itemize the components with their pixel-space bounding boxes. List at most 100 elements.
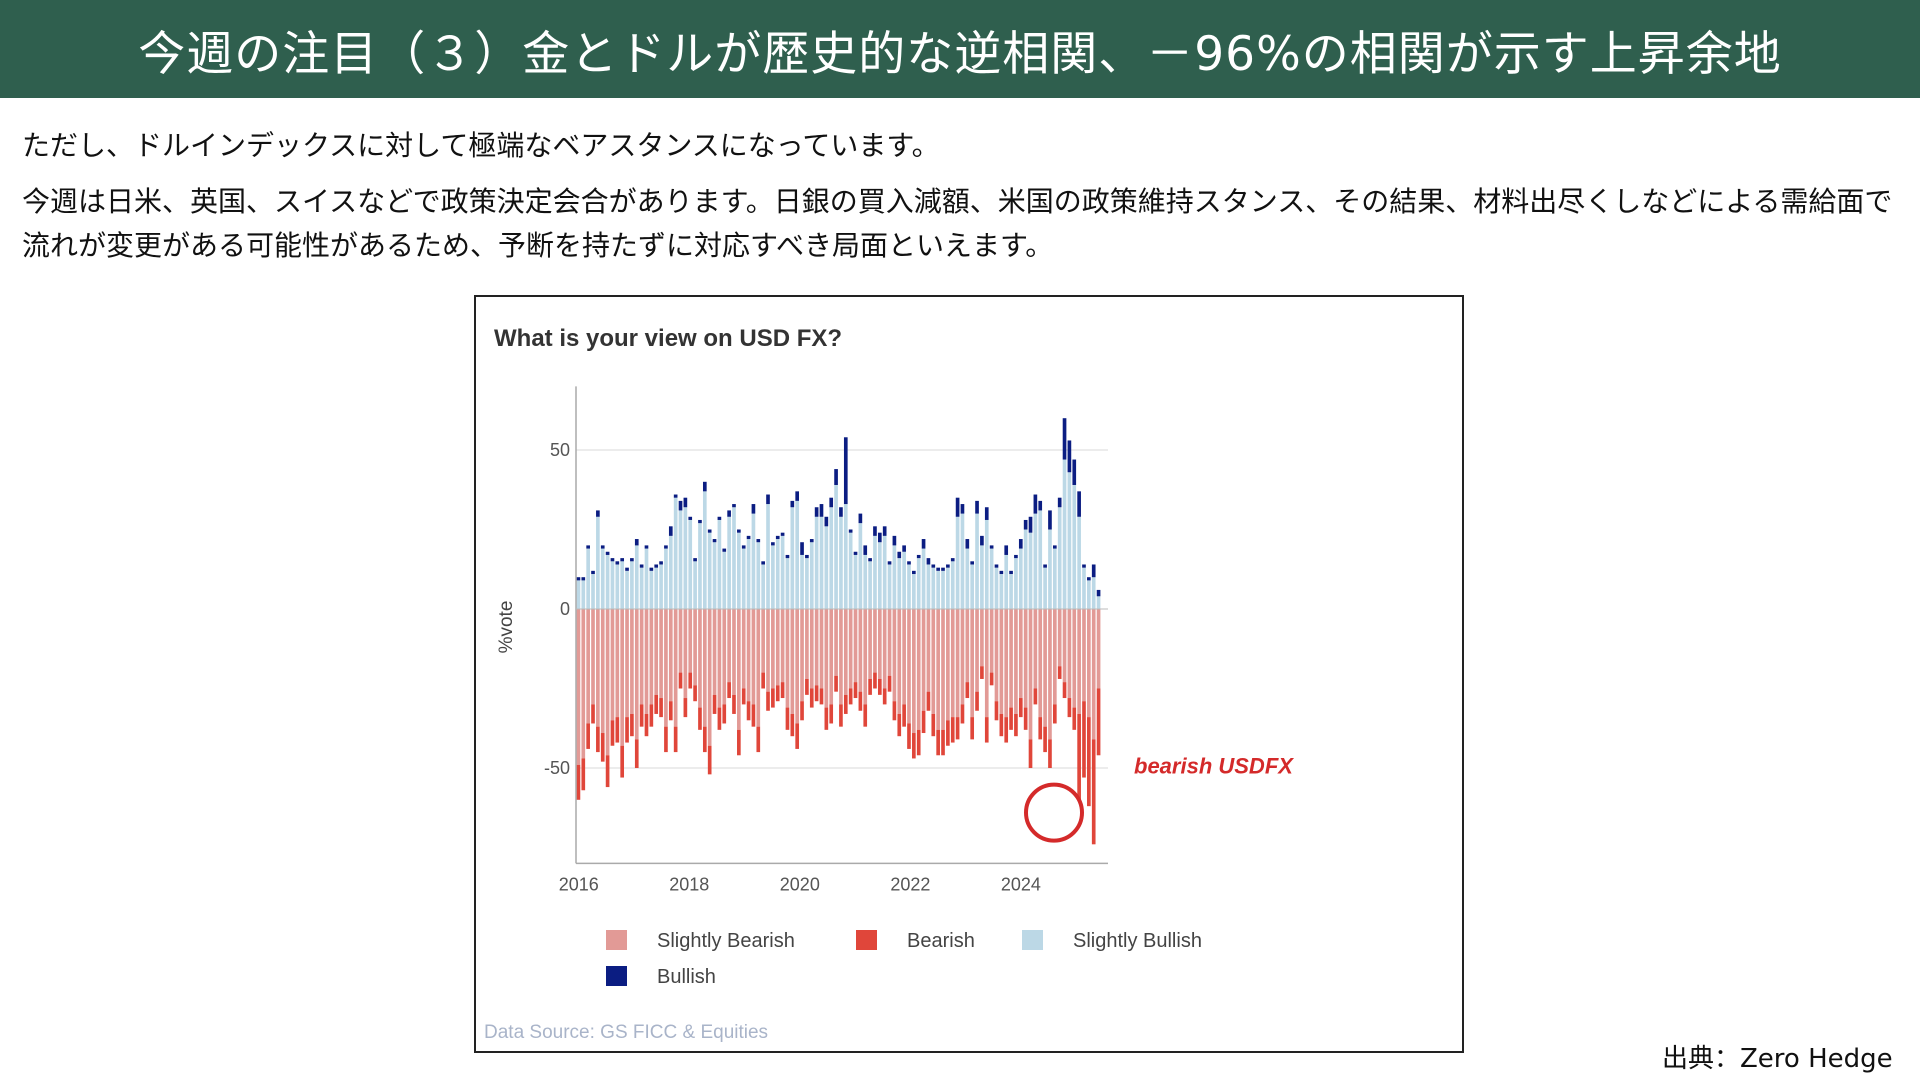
bar-bearish <box>1082 701 1086 778</box>
bar-bullish <box>941 567 945 571</box>
bar-slightly-bearish <box>1082 609 1086 702</box>
bar-slightly-bearish <box>678 609 683 673</box>
bar-slightly-bullish <box>1072 484 1077 609</box>
bar-bearish <box>1023 707 1028 730</box>
bar-bearish <box>1043 726 1047 753</box>
bar-slightly-bullish <box>795 500 800 609</box>
legend-label-slightly-bullish: Slightly Bullish <box>1073 930 1202 952</box>
bar-bullish <box>975 500 979 514</box>
bar-bullish <box>659 561 663 565</box>
x-tick-label: 2024 <box>1001 874 1041 894</box>
bar-bearish <box>775 685 780 702</box>
legend-swatch-slightly-bearish <box>606 930 627 950</box>
bar-bullish <box>741 545 746 549</box>
bar-slightly-bearish <box>732 609 736 695</box>
bar-slightly-bullish <box>989 548 994 609</box>
y-axis-label: %vote <box>496 601 517 654</box>
bar-slightly-bullish <box>581 580 586 609</box>
bar-bearish <box>926 691 931 711</box>
bar-bearish <box>707 745 712 775</box>
bar-slightly-bearish <box>1048 609 1052 740</box>
bar-slightly-bullish <box>805 558 809 609</box>
bar-slightly-bearish <box>576 609 581 765</box>
bar-slightly-bearish <box>931 609 936 714</box>
bar-slightly-bearish <box>644 609 649 714</box>
bar-slightly-bearish <box>839 609 843 705</box>
bar-bullish <box>843 437 848 505</box>
bar-slightly-bullish <box>931 567 936 609</box>
bar-bullish <box>673 494 678 498</box>
bar-bullish <box>610 558 615 562</box>
bar-bearish <box>790 713 795 737</box>
bar-bearish <box>897 713 902 737</box>
bar-bullish <box>829 497 834 508</box>
bar-slightly-bullish <box>868 561 872 609</box>
bar-slightly-bullish <box>591 574 595 609</box>
bar-bearish <box>999 713 1004 737</box>
bar-bullish <box>683 497 688 508</box>
bar-bearish <box>858 691 863 711</box>
bar-bearish <box>1091 739 1096 845</box>
bar-slightly-bearish <box>1077 609 1081 714</box>
bar-bearish <box>1062 682 1067 699</box>
bar-bullish <box>921 539 926 549</box>
bar-slightly-bearish <box>800 609 804 702</box>
bar-slightly-bearish <box>717 609 722 708</box>
bar-bullish <box>999 570 1004 575</box>
bar-bearish <box>605 755 610 788</box>
bar-slightly-bullish <box>819 516 824 609</box>
legend: Slightly Bearish Bearish Slightly Bullish B… <box>606 930 1202 988</box>
bar-slightly-bearish <box>819 609 824 689</box>
bar-bullish <box>766 494 770 505</box>
bar-bearish <box>1028 739 1033 768</box>
bar-bullish <box>634 539 639 546</box>
bar-slightly-bearish <box>873 609 877 673</box>
bar-bearish <box>834 675 838 692</box>
bar-slightly-bullish <box>600 548 605 609</box>
annotation-layer: bearish USDFX <box>1024 753 1294 843</box>
legend-label-bullish: Bullish <box>657 966 716 988</box>
bar-bearish <box>946 720 950 746</box>
bar-slightly-bearish <box>902 609 906 705</box>
bar-bullish <box>591 570 595 575</box>
bar-slightly-bearish <box>926 609 931 692</box>
bar-bearish <box>644 713 649 737</box>
bar-slightly-bullish <box>688 519 693 609</box>
bar-bullish <box>698 519 702 524</box>
bar-slightly-bearish <box>984 609 989 718</box>
bar-bullish <box>926 558 931 565</box>
bar-bullish <box>907 561 911 565</box>
bar-bearish <box>912 733 916 759</box>
bar-slightly-bearish <box>1028 609 1033 740</box>
bar-slightly-bullish <box>834 484 838 609</box>
bar-slightly-bearish <box>877 609 882 679</box>
bar-bearish <box>722 704 727 724</box>
bar-bullish <box>970 561 975 565</box>
bar-bullish <box>630 558 634 562</box>
bar-bearish <box>887 675 892 692</box>
bar-bearish <box>882 688 887 705</box>
bar-slightly-bullish <box>1038 510 1043 609</box>
bar-slightly-bearish <box>649 609 654 705</box>
bar-slightly-bearish <box>625 609 629 718</box>
bar-slightly-bullish <box>902 551 906 609</box>
bar-slightly-bullish <box>717 519 722 609</box>
bar-slightly-bullish <box>897 558 902 609</box>
bar-slightly-bullish <box>727 516 731 609</box>
bar-slightly-bearish <box>858 609 863 692</box>
bar-bullish <box>819 504 824 517</box>
bar-bullish <box>688 516 693 520</box>
bar-bearish <box>756 726 761 753</box>
bar-slightly-bearish <box>693 609 697 686</box>
bar-slightly-bearish <box>673 609 678 727</box>
bar-slightly-bullish <box>630 561 634 609</box>
bar-slightly-bullish <box>907 564 911 609</box>
bar-slightly-bearish <box>1009 609 1013 708</box>
bar-slightly-bearish <box>887 609 892 676</box>
bar-bearish <box>1048 739 1052 768</box>
bar-slightly-bullish <box>707 532 712 609</box>
x-tick-label: 2022 <box>890 874 930 894</box>
bar-bullish <box>834 469 838 485</box>
bar-slightly-bearish <box>1067 609 1072 699</box>
bar-bullish <box>960 504 965 514</box>
